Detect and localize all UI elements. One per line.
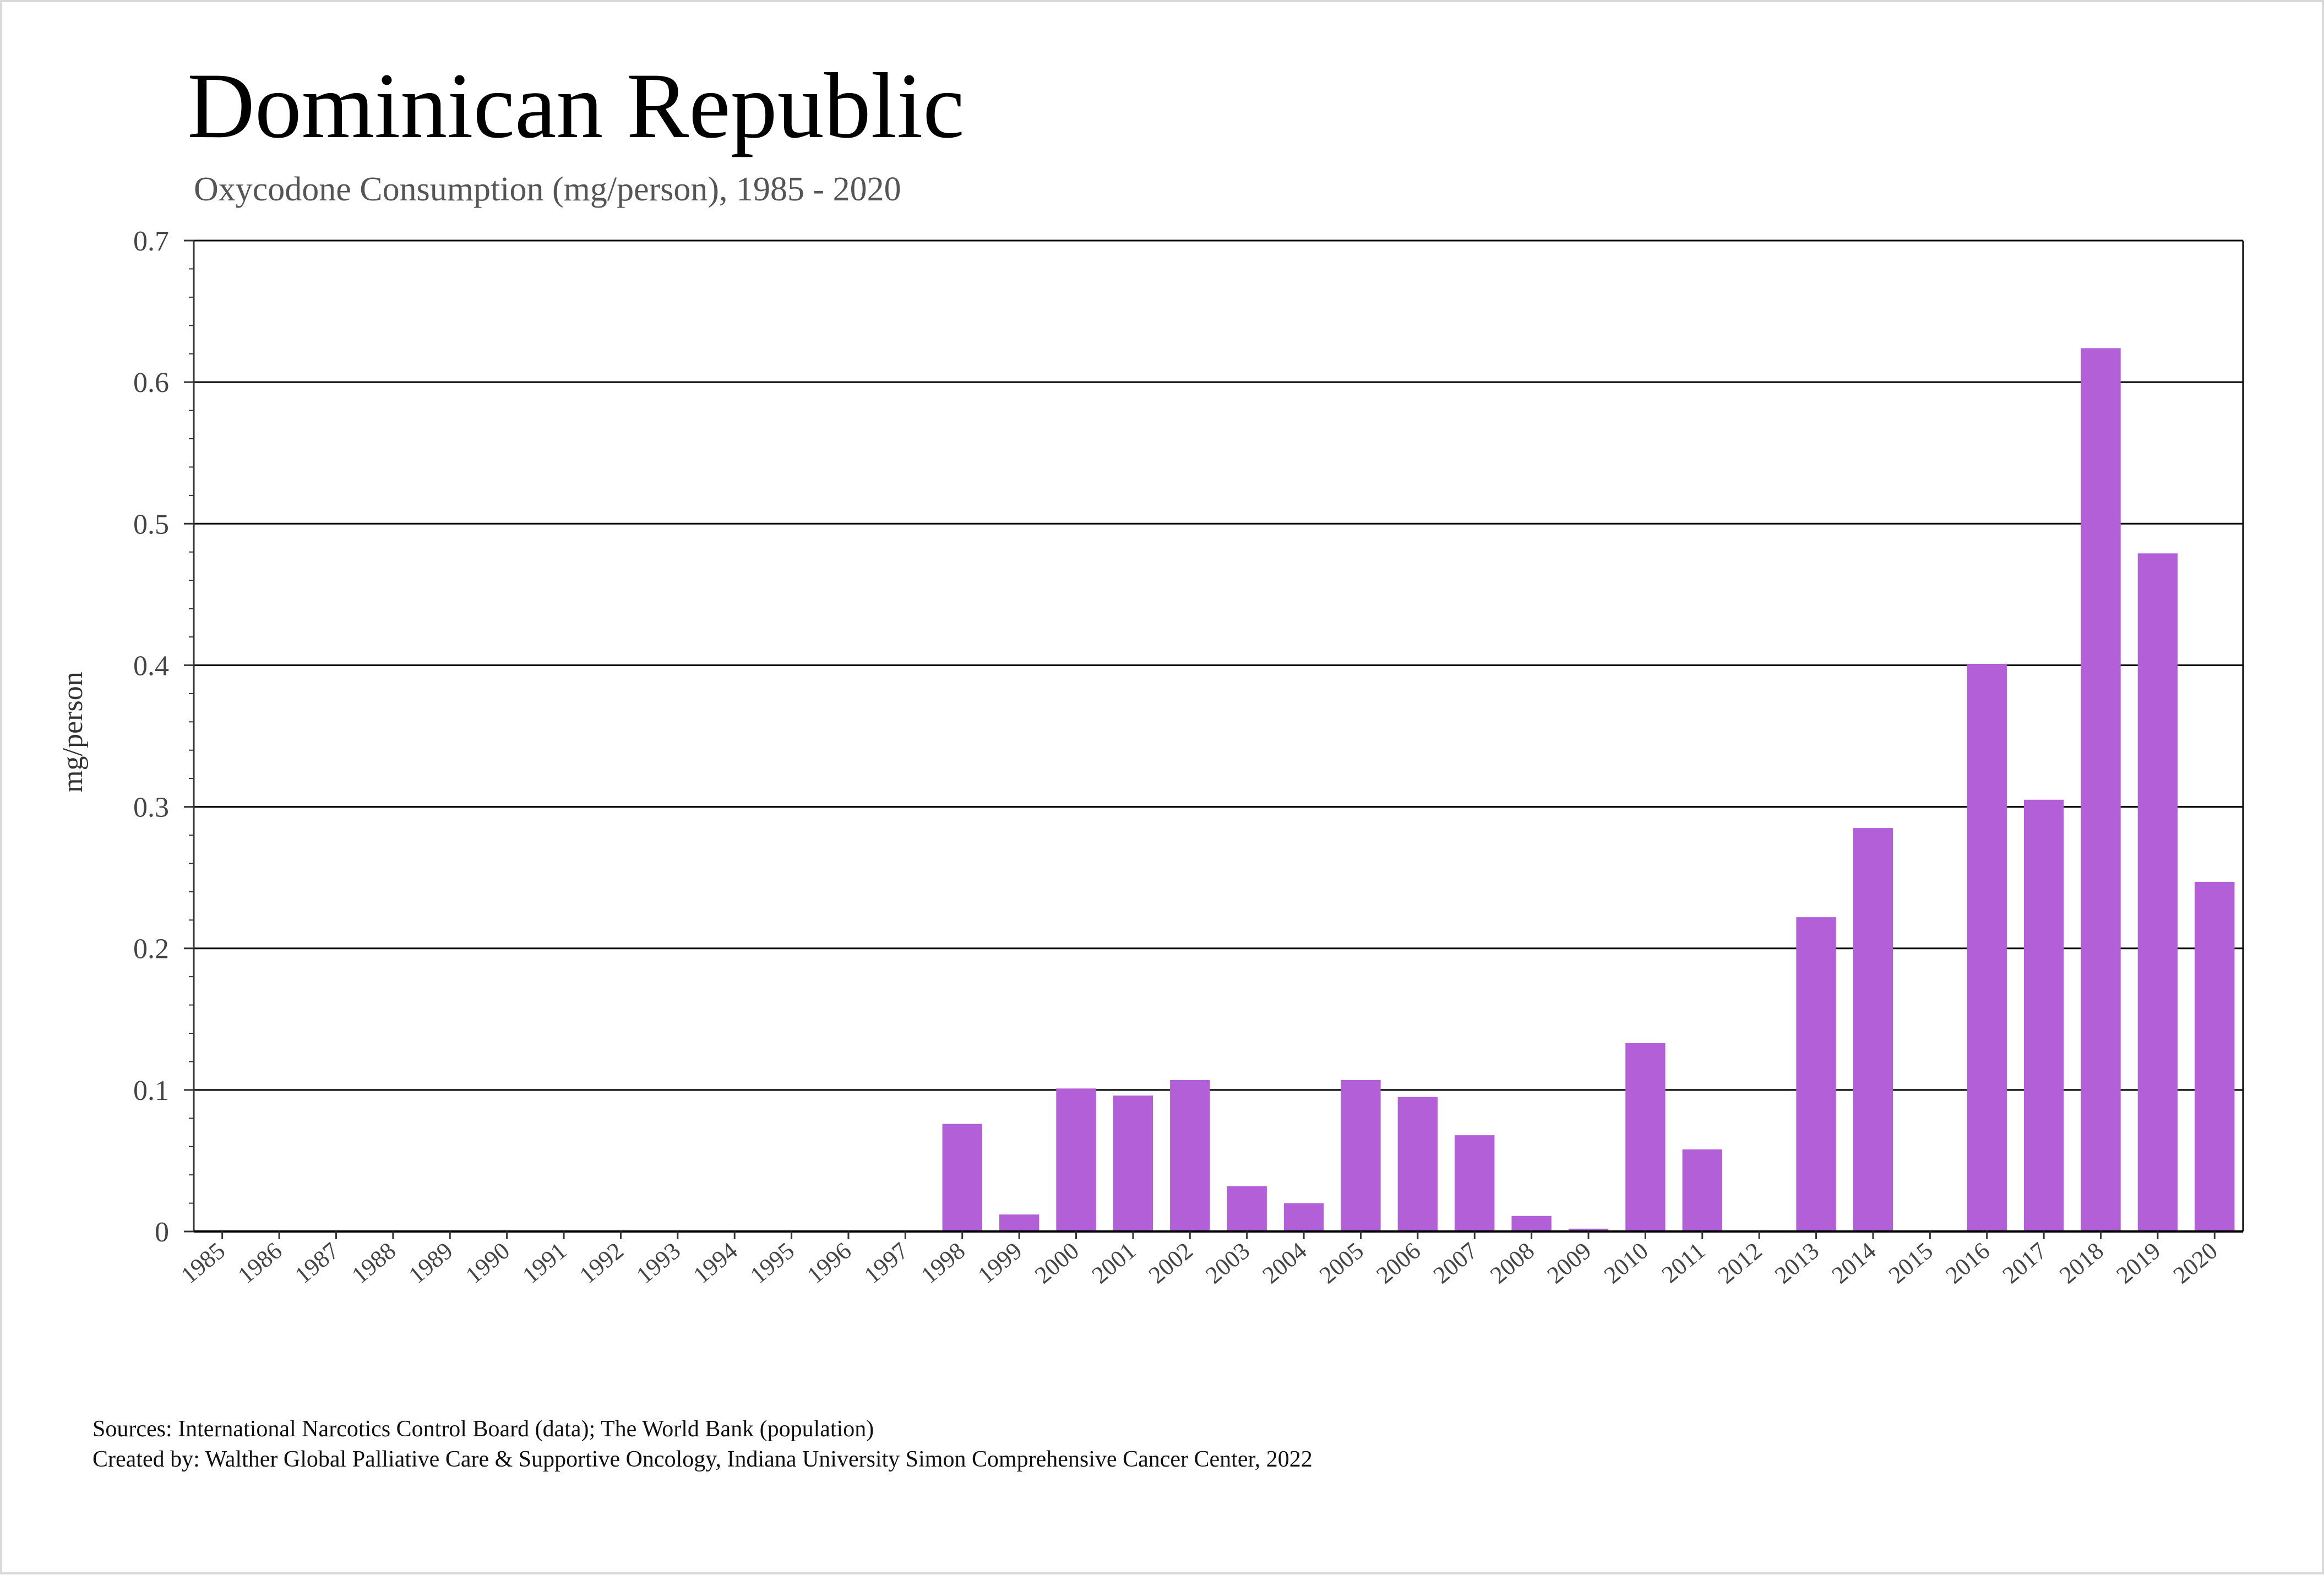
x-tick-label: 2001 [1086, 1237, 1141, 1289]
bar [1625, 1043, 1666, 1231]
bars [942, 348, 2235, 1232]
x-tick-label: 2007 [1428, 1237, 1483, 1289]
gridlines [194, 239, 2243, 1091]
x-tick-label: 1986 [233, 1237, 287, 1289]
x-tick-label: 1993 [631, 1237, 685, 1289]
bar [1397, 1097, 1438, 1231]
bar [1511, 1216, 1552, 1231]
x-tick-label: 2017 [1998, 1237, 2052, 1289]
x-tick-label: 2015 [1884, 1237, 1938, 1289]
bar [1283, 1203, 1324, 1231]
x-tick-label: 1992 [574, 1237, 629, 1289]
bar [999, 1214, 1039, 1231]
x-tick-label: 1989 [404, 1237, 458, 1289]
y-tick-label: 0.4 [133, 650, 169, 682]
x-tick-label: 2008 [1485, 1237, 1539, 1289]
bar [1853, 828, 1893, 1231]
bar [942, 1124, 982, 1231]
y-tick-label: 0.2 [133, 934, 169, 965]
x-tick-label: 2005 [1314, 1237, 1369, 1289]
x-tick-label: 1987 [290, 1237, 344, 1289]
x-tick-label: 1995 [745, 1237, 799, 1289]
x-tick-label: 2012 [1713, 1237, 1767, 1289]
bar [1967, 663, 2007, 1231]
x-tick-label: 2009 [1542, 1237, 1597, 1289]
x-tick-label: 2002 [1144, 1237, 1198, 1289]
bar [1796, 917, 1836, 1231]
x-tick-label: 2019 [2111, 1237, 2165, 1289]
x-tick-label: 1996 [802, 1237, 856, 1289]
x-tick-label: 1985 [176, 1237, 230, 1289]
bar [1227, 1186, 1267, 1231]
x-tick-label: 2000 [1030, 1237, 1084, 1289]
x-tick-label: 2013 [1770, 1237, 1824, 1289]
x-tick-label: 2006 [1371, 1237, 1425, 1289]
x-tick-label: 1990 [460, 1237, 515, 1289]
x-tick-label: 2020 [2168, 1237, 2223, 1289]
y-tick-label: 0.5 [133, 509, 169, 540]
bar [1682, 1149, 1722, 1231]
x-tick-label: 1988 [346, 1237, 401, 1289]
chart-subtitle: Oxycodone Consumption (mg/person), 1985 … [194, 171, 901, 208]
bar [1170, 1080, 1210, 1231]
x-tick-label: 1998 [916, 1237, 970, 1289]
bar [1341, 1080, 1381, 1231]
y-tick-labels: 0 0.1 0.2 0.3 0.4 0.5 0.6 0.7 [133, 226, 169, 1248]
x-tick-label: 1999 [973, 1237, 1027, 1289]
x-tick-label: 2004 [1258, 1237, 1312, 1289]
bar [2195, 881, 2235, 1231]
y-tick-label: 0.3 [133, 792, 169, 824]
x-tick-label: 1991 [518, 1237, 572, 1289]
x-tick-label: 2018 [2054, 1237, 2109, 1289]
x-tick-label: 2014 [1826, 1237, 1881, 1289]
y-tick-label: 0.6 [133, 367, 169, 399]
bar [2081, 348, 2121, 1231]
x-tick-label: 2003 [1200, 1237, 1255, 1289]
sources-note: Sources: International Narcotics Control… [92, 1416, 874, 1442]
y-tick-label: 0 [155, 1217, 169, 1248]
chart-title: Dominican Republic [187, 54, 965, 157]
y-tick-label: 0.1 [133, 1075, 169, 1107]
x-tick-label: 2011 [1657, 1237, 1711, 1288]
bar [2023, 799, 2064, 1231]
x-tick-label: 2010 [1599, 1237, 1653, 1289]
x-tick-label: 1994 [688, 1237, 743, 1289]
bar [2137, 553, 2178, 1232]
bar [1056, 1088, 1096, 1231]
bar [1455, 1135, 1495, 1231]
y-tick-label: 0.7 [133, 226, 169, 257]
x-tick-label: 1997 [859, 1237, 913, 1289]
bar [1568, 1228, 1609, 1231]
x-tick-label: 2016 [1940, 1237, 1995, 1289]
bar [1113, 1096, 1153, 1231]
x-tick-labels: 1985 1986 1987 1988 1989 1990 1991 1992 1993 1994… [176, 1237, 2223, 1289]
y-axis-label: mg/person [57, 672, 89, 793]
created-by-note: Created by: Walther Global Palliative Ca… [92, 1447, 1313, 1472]
axes [184, 239, 2244, 1239]
